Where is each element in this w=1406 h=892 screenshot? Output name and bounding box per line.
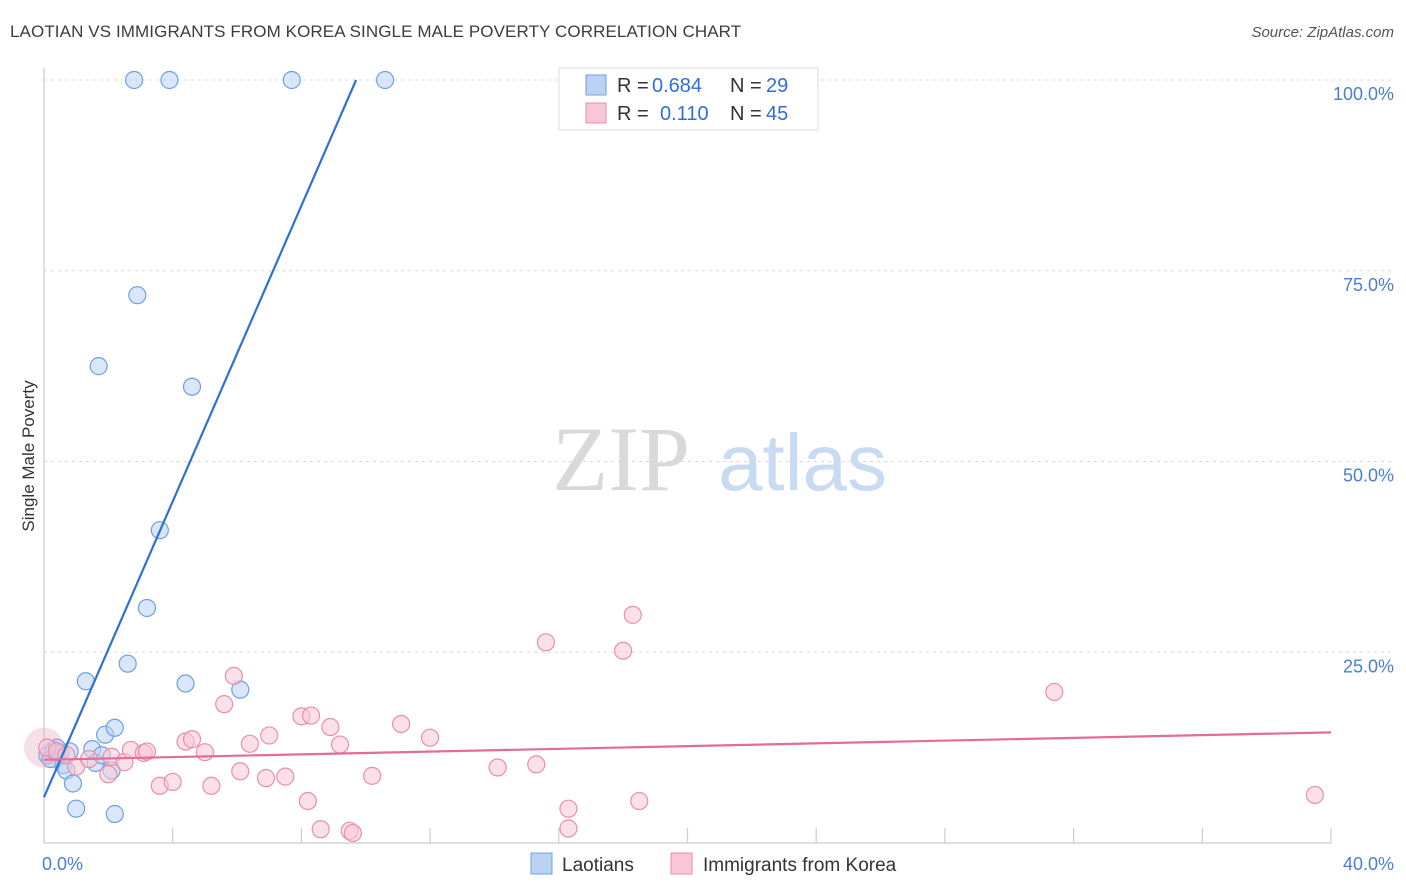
data-point: [421, 728, 440, 747]
y-tick-label: 100.0%: [1333, 84, 1394, 104]
data-point: [630, 791, 649, 811]
data-point: [260, 726, 279, 745]
series-laotians: [38, 70, 395, 824]
legend-r-label-1: R =: [617, 103, 649, 125]
data-point: [182, 377, 202, 396]
data-point: [202, 776, 221, 795]
data-point: [215, 695, 234, 714]
legend-n-value-1: 45: [766, 103, 788, 125]
data-point: [392, 714, 411, 734]
watermark-atlas: atlas: [718, 418, 887, 507]
data-point: [282, 70, 301, 90]
source-label: Source: ZipAtlas.com: [1251, 24, 1394, 41]
data-point: [163, 772, 182, 792]
data-point: [176, 674, 195, 693]
data-point: [276, 767, 295, 786]
chart-title: LAOTIAN VS IMMIGRANTS FROM KOREA SINGLE …: [10, 22, 742, 41]
data-point: [137, 598, 157, 618]
data-point: [623, 605, 642, 624]
data-point: [118, 654, 137, 673]
data-point: [1305, 785, 1325, 805]
data-point: [137, 742, 157, 761]
legend-swatch-korea: [585, 102, 607, 124]
data-point: [256, 769, 276, 788]
data-point: [124, 70, 144, 90]
gridlines: [44, 79, 1392, 653]
legend-n-label-1: N =: [730, 103, 762, 125]
watermark: ZIP atlas: [552, 408, 887, 510]
data-point: [321, 717, 340, 737]
y-tick-label: 50.0%: [1343, 466, 1394, 486]
legend-r-value-1: 0.110: [660, 103, 709, 125]
legend-r-value-0: 0.684: [652, 75, 702, 97]
legend-n-label-0: N =: [730, 75, 762, 97]
legend-n-value-0: 29: [766, 75, 788, 97]
data-point: [63, 774, 83, 793]
legend-r-label-0: R =: [617, 75, 649, 97]
data-point: [1045, 682, 1064, 702]
series-legend-label-laotians: Laotians: [562, 855, 634, 876]
trend-lines: [42, 79, 1332, 798]
data-point: [301, 706, 321, 725]
trend-line: [42, 79, 358, 798]
correlation-legend: R = 0.684 N = 29 R = 0.110 N = 45: [558, 67, 819, 131]
y-tick-label: 75.0%: [1343, 275, 1394, 295]
data-point: [559, 819, 578, 838]
data-point: [67, 799, 86, 818]
data-point: [330, 735, 350, 754]
data-point: [160, 70, 179, 90]
y-tick-labels: 25.0% 50.0% 75.0% 100.0%: [1333, 84, 1394, 676]
data-point: [240, 734, 260, 753]
data-point: [99, 765, 118, 784]
y-tick-label: 25.0%: [1343, 656, 1394, 676]
data-point: [343, 823, 362, 843]
data-point: [536, 633, 556, 652]
y-axis-title: Single Male Poverty: [19, 380, 38, 532]
data-point: [105, 718, 124, 737]
watermark-zip: ZIP: [552, 408, 690, 510]
data-point: [182, 730, 202, 749]
data-point: [311, 820, 330, 839]
x-tick-max: 40.0%: [1343, 854, 1394, 874]
data-point: [128, 286, 147, 305]
data-point: [375, 70, 395, 90]
data-point: [527, 755, 546, 774]
x-tick-min: 0.0%: [42, 854, 83, 874]
data-point: [195, 743, 214, 762]
series-legend: Laotians Immigrants from Korea: [530, 852, 897, 876]
series-legend-swatch-laotians: [530, 852, 553, 875]
data-point: [488, 758, 507, 777]
x-axis-ticks: [172, 828, 1332, 843]
data-point: [363, 766, 382, 785]
data-point: [105, 804, 124, 824]
data-point: [298, 791, 317, 811]
data-point: [559, 799, 578, 818]
legend-swatch-laotians: [585, 74, 607, 96]
series-legend-label-korea: Immigrants from Korea: [703, 855, 897, 876]
series-immigrants-from-korea: [24, 605, 1325, 843]
data-point: [231, 762, 250, 781]
series-legend-swatch-korea: [670, 852, 693, 875]
data-point: [224, 666, 243, 686]
data-point: [89, 357, 108, 376]
trend-line: [43, 731, 1332, 761]
data-point: [614, 641, 633, 660]
